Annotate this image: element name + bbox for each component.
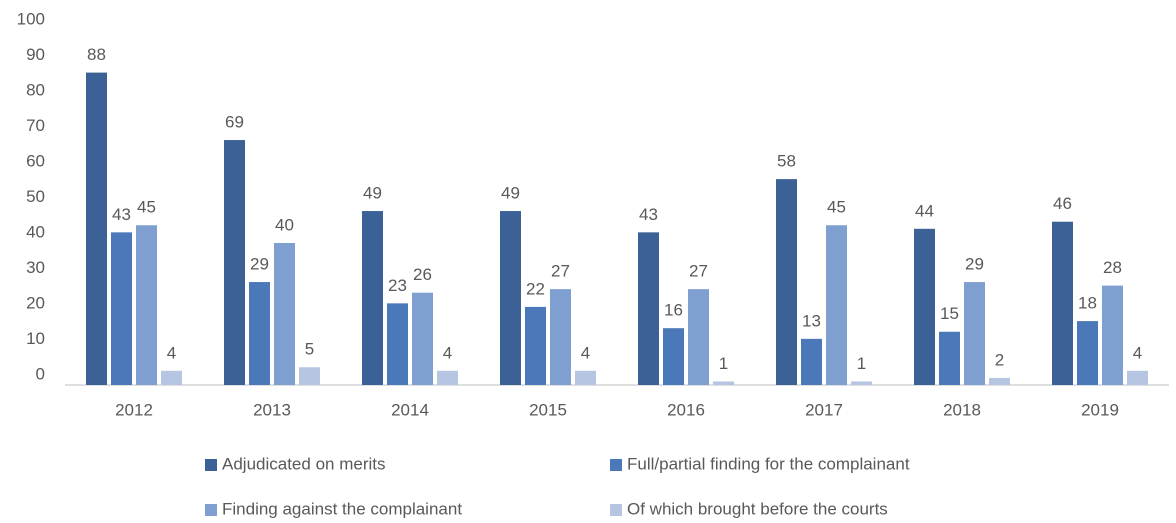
- legend-swatch: [610, 504, 622, 516]
- bar: [387, 303, 408, 385]
- value-label: 27: [551, 262, 570, 281]
- bar: [437, 370, 458, 385]
- value-label: 27: [689, 262, 708, 281]
- value-label: 5: [305, 340, 314, 359]
- value-label: 1: [857, 354, 866, 373]
- value-label: 43: [112, 205, 131, 224]
- value-label: 69: [225, 113, 244, 132]
- bar: [638, 232, 659, 385]
- x-tick-label: 2015: [529, 400, 567, 419]
- value-label: 23: [388, 276, 407, 295]
- bar: [851, 381, 872, 385]
- y-tick-label: 30: [26, 258, 45, 277]
- y-tick-label: 80: [26, 80, 45, 99]
- bar: [663, 328, 684, 385]
- value-label: 45: [827, 198, 846, 217]
- bar: [1052, 221, 1073, 385]
- bar: [914, 228, 935, 385]
- value-label: 45: [137, 198, 156, 217]
- value-label: 44: [915, 201, 934, 220]
- value-label: 58: [777, 152, 796, 171]
- x-tick-label: 2016: [667, 400, 705, 419]
- value-label: 18: [1078, 294, 1097, 313]
- y-tick-label: 90: [26, 45, 45, 64]
- bar: [412, 292, 433, 385]
- bar: [500, 211, 521, 385]
- value-label: 29: [250, 255, 269, 274]
- bar: [713, 381, 734, 385]
- value-label: 4: [1133, 343, 1142, 362]
- x-tick-label: 2017: [805, 400, 843, 419]
- bar: [1102, 285, 1123, 385]
- bar: [111, 232, 132, 385]
- bar: [964, 282, 985, 385]
- legend-label: Full/partial finding for the complainant: [627, 454, 910, 473]
- y-tick-label: 100: [17, 9, 45, 28]
- legend-label: Of which brought before the courts: [627, 499, 888, 518]
- value-label: 49: [501, 184, 520, 203]
- bar: [136, 225, 157, 385]
- value-label: 43: [639, 205, 658, 224]
- bar: [989, 377, 1010, 385]
- bar: [939, 331, 960, 385]
- bar: [575, 370, 596, 385]
- legend-label: Adjudicated on merits: [222, 454, 385, 473]
- value-label: 4: [581, 343, 590, 362]
- y-tick-label: 20: [26, 293, 45, 312]
- y-tick-label: 60: [26, 151, 45, 170]
- legend-label: Finding against the complainant: [222, 499, 462, 518]
- x-tick-label: 2019: [1081, 400, 1119, 419]
- bar: [1127, 370, 1148, 385]
- y-tick-label: 10: [26, 329, 45, 348]
- legend-swatch: [205, 459, 217, 471]
- value-label: 4: [443, 343, 452, 362]
- value-label: 28: [1103, 258, 1122, 277]
- y-tick-label: 50: [26, 187, 45, 206]
- value-label: 2: [995, 350, 1004, 369]
- bar: [525, 306, 546, 385]
- value-label: 49: [363, 184, 382, 203]
- value-label: 4: [167, 343, 176, 362]
- value-label: 1: [719, 354, 728, 373]
- value-label: 46: [1053, 194, 1072, 213]
- legend-swatch: [610, 459, 622, 471]
- bar: [362, 211, 383, 385]
- value-label: 16: [664, 301, 683, 320]
- value-label: 40: [275, 215, 294, 234]
- y-tick-label: 0: [36, 364, 45, 383]
- y-tick-label: 70: [26, 116, 45, 135]
- bar: [274, 243, 295, 385]
- x-tick-label: 2013: [253, 400, 291, 419]
- x-tick-label: 2018: [943, 400, 981, 419]
- bar: [249, 282, 270, 385]
- bar: [161, 370, 182, 385]
- bar: [776, 179, 797, 385]
- y-tick-label: 40: [26, 222, 45, 241]
- x-tick-label: 2012: [115, 400, 153, 419]
- bar: [826, 225, 847, 385]
- bar: [224, 140, 245, 385]
- value-label: 13: [802, 311, 821, 330]
- value-label: 29: [965, 255, 984, 274]
- value-label: 88: [87, 45, 106, 64]
- bar: [688, 289, 709, 385]
- bar: [801, 338, 822, 385]
- bar: [299, 367, 320, 385]
- bar: [86, 72, 107, 385]
- legend-swatch: [205, 504, 217, 516]
- value-label: 22: [526, 279, 545, 298]
- value-label: 15: [940, 304, 959, 323]
- value-label: 26: [413, 265, 432, 284]
- x-tick-label: 2014: [391, 400, 429, 419]
- bar: [550, 289, 571, 385]
- bar: [1077, 321, 1098, 385]
